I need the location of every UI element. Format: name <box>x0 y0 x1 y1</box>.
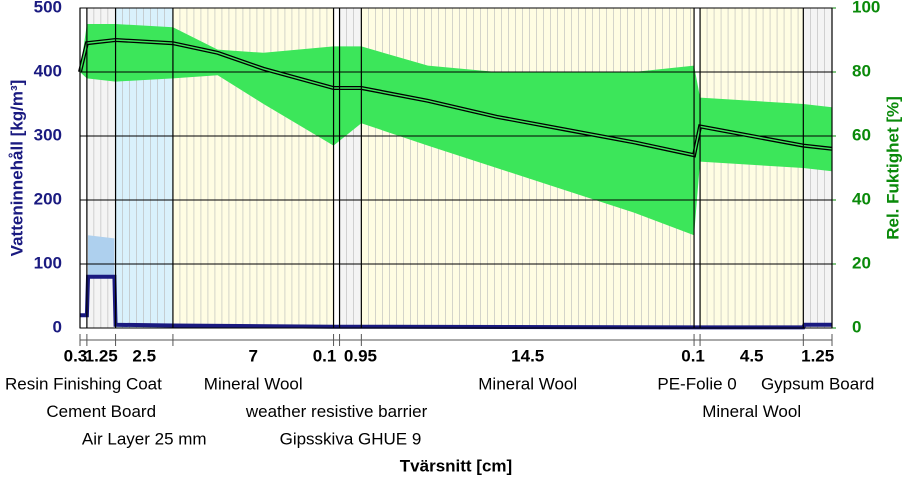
layer-name: Mineral Wool <box>478 374 577 393</box>
layer-thickness: 4.5 <box>740 346 764 365</box>
layer-thickness: 14.5 <box>511 346 544 365</box>
y2-tick-label: 20 <box>852 253 871 272</box>
layer-name: Cement Board <box>46 402 156 421</box>
y-axis-title: Vatteninnehåll [kg/m³] <box>7 80 26 257</box>
y-tick-label: 100 <box>34 253 62 272</box>
y2-tick-label: 100 <box>852 0 880 16</box>
y-tick-label: 400 <box>34 61 62 80</box>
y2-tick-label: 80 <box>852 61 871 80</box>
layer-thickness: 2.5 <box>132 346 156 365</box>
layer <box>333 8 340 328</box>
y-tick-label: 200 <box>34 189 62 208</box>
layer-name: Gipsskiva GHUE 9 <box>280 429 422 448</box>
y-tick-label: 0 <box>53 317 62 336</box>
y2-tick-label: 0 <box>852 317 861 336</box>
x-axis-title: Tvärsnitt [cm] <box>400 456 512 475</box>
layer-name: Air Layer 25 mm <box>82 429 207 448</box>
layer-thickness: 1.25 <box>85 346 118 365</box>
layer <box>700 8 804 328</box>
layer-thickness: 0.1 <box>681 346 705 365</box>
layer-name: Mineral Wool <box>702 402 801 421</box>
layer-name: Resin Finishing Coat <box>5 374 162 393</box>
line-inner <box>79 39 833 157</box>
layer <box>80 8 87 328</box>
layer-thickness: 0.1 <box>313 346 337 365</box>
layer-name: weather resistive barrier <box>245 402 428 421</box>
layer-name: Gypsum Board <box>761 374 874 393</box>
y2-tick-label: 60 <box>852 125 871 144</box>
layer-thickness: 1.25 <box>801 346 834 365</box>
range-band <box>80 24 832 236</box>
layer-thickness: 7 <box>249 346 258 365</box>
layer-name: Mineral Wool <box>204 374 303 393</box>
layer-name: PE-Folie 0 <box>657 374 736 393</box>
y2-axis-title: Rel. Fuktighet [%] <box>883 96 902 240</box>
y2-tick-label: 40 <box>852 189 871 208</box>
y-tick-label: 500 <box>34 0 62 16</box>
range-band <box>88 235 115 279</box>
layer-thickness: 0.95 <box>344 346 377 365</box>
plot-frame <box>79 7 833 329</box>
layer-thickness: 0.3 <box>64 346 88 365</box>
y-tick-label: 300 <box>34 125 62 144</box>
